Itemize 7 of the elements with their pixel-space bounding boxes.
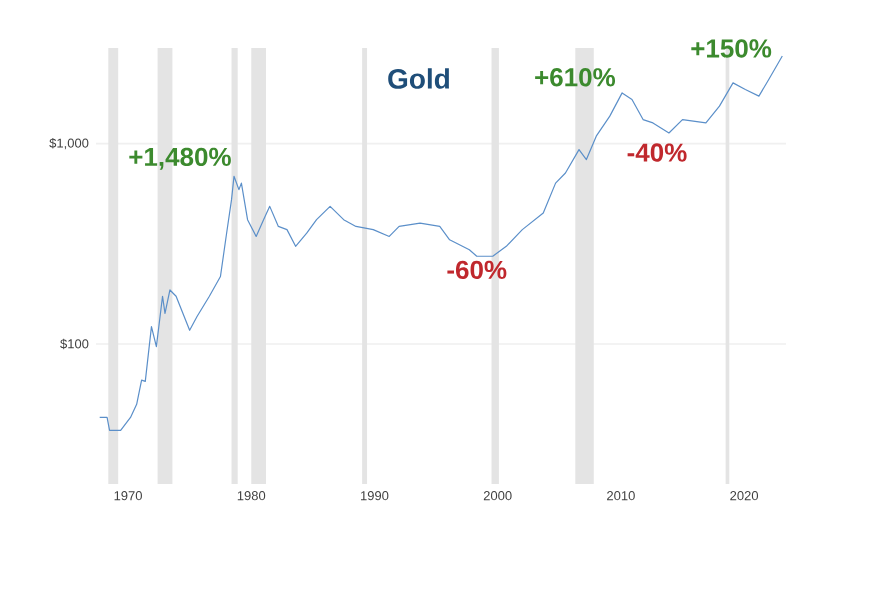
line-series (99, 55, 783, 432)
annotation: +1,480% (129, 147, 231, 170)
annotation: +610% (535, 68, 616, 87)
text: Gold (388, 68, 449, 89)
annotation: +150% (691, 39, 772, 58)
annotation: -40% (627, 143, 687, 162)
annotation: -60% (447, 260, 507, 280)
